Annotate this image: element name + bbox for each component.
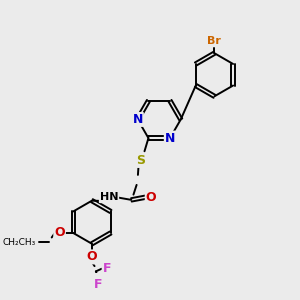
Text: S: S xyxy=(136,154,145,167)
Text: F: F xyxy=(94,278,103,291)
Text: N: N xyxy=(165,132,175,145)
Text: N: N xyxy=(133,113,143,126)
Text: HN: HN xyxy=(100,192,118,202)
Text: O: O xyxy=(87,250,97,263)
Text: F: F xyxy=(103,262,111,275)
Text: O: O xyxy=(54,226,65,239)
Text: O: O xyxy=(146,191,156,204)
Text: CH₂CH₃: CH₂CH₃ xyxy=(2,238,35,247)
Text: Br: Br xyxy=(208,36,221,46)
